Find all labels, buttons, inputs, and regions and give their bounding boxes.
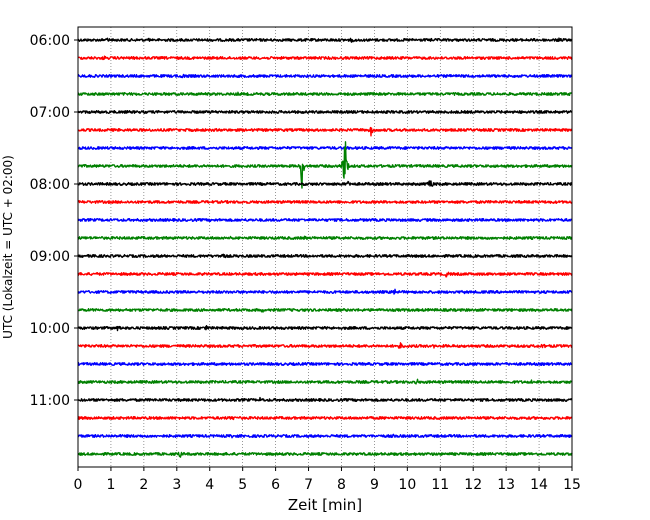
trace-1130 — [77, 433, 573, 439]
x-tick-label: 5 — [238, 477, 247, 493]
trace-0700 — [77, 109, 573, 115]
y-tick-label: 11:00 — [30, 393, 70, 409]
trace-0830 — [77, 217, 573, 223]
x-tick-label: 7 — [304, 477, 313, 493]
x-tick-label: 10 — [398, 477, 416, 493]
x-tick-label: 9 — [370, 477, 379, 493]
y-axis-label: UTC (Lokalzeit = UTC + 02:00) — [1, 155, 15, 339]
trace-0930 — [77, 288, 573, 295]
x-tick-label: 2 — [139, 477, 148, 493]
trace-0815 — [77, 199, 573, 205]
x-axis-ticks: 0 1 2 3 4 5 6 7 8 9 10 11 12 13 14 15 — [74, 467, 581, 493]
x-tick-label: 15 — [563, 477, 581, 493]
x-tick-label: 6 — [271, 477, 280, 493]
x-axis-label: Zeit [min] — [288, 496, 362, 514]
trace-0745 — [77, 141, 573, 189]
x-tick-label: 14 — [530, 477, 548, 493]
y-axis-ticks: 06:00 07:00 08:00 09:00 10:00 11:00 — [30, 33, 78, 409]
plot-frame — [77, 26, 573, 468]
trace-0900 — [77, 253, 573, 259]
x-tick-label: 13 — [497, 477, 515, 493]
trace-0730 — [77, 145, 573, 150]
y-tick-label: 07:00 — [30, 105, 70, 121]
x-tick-label: 0 — [74, 477, 83, 493]
x-tick-label: 3 — [172, 477, 181, 493]
trace-1000 — [77, 324, 573, 332]
trace-0845 — [77, 235, 573, 241]
trace-1115 — [77, 416, 573, 421]
x-tick-label: 1 — [106, 477, 115, 493]
trace-0615 — [77, 55, 573, 61]
y-tick-label: 06:00 — [30, 33, 70, 49]
trace-0600 — [77, 37, 573, 43]
x-tick-label: 4 — [205, 477, 214, 493]
y-tick-label: 08:00 — [30, 177, 70, 193]
x-tick-label: 11 — [431, 477, 449, 493]
x-tick-label: 12 — [464, 477, 482, 493]
y-tick-label: 10:00 — [30, 321, 70, 337]
trace-1100 — [77, 396, 573, 402]
seismic-traces — [77, 37, 573, 458]
trace-0715 — [77, 126, 573, 137]
trace-0800 — [77, 180, 573, 187]
trace-1145 — [77, 451, 573, 458]
trace-0645 — [77, 91, 573, 97]
trace-0945 — [77, 308, 573, 313]
trace-1045 — [77, 378, 573, 385]
trace-0630 — [77, 73, 573, 79]
x-tick-label: 8 — [337, 477, 346, 493]
trace-1015 — [77, 342, 573, 349]
trace-1030 — [77, 362, 573, 367]
y-tick-label: 09:00 — [30, 249, 70, 265]
trace-0915 — [77, 271, 573, 278]
